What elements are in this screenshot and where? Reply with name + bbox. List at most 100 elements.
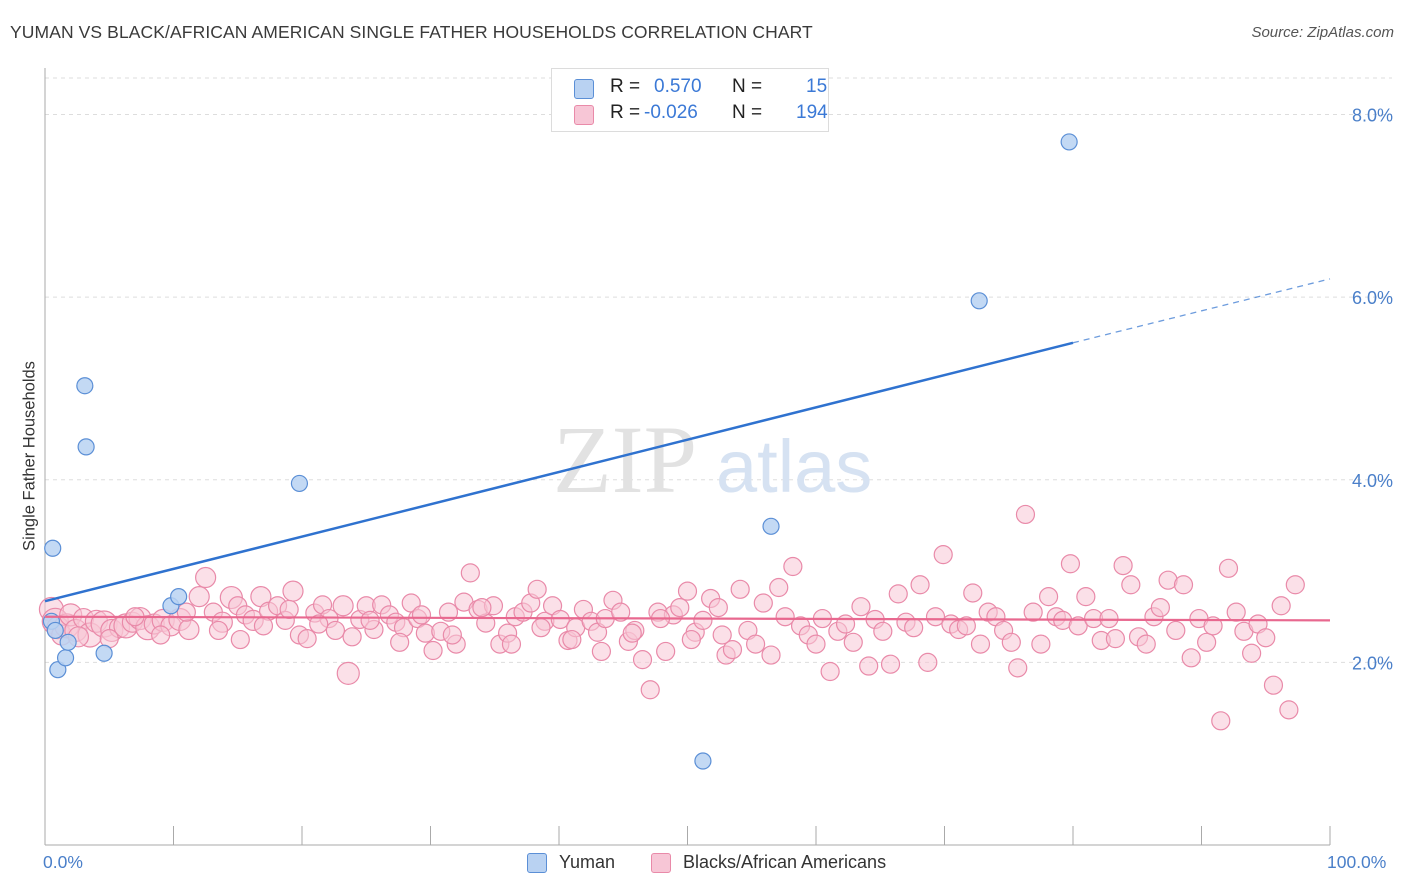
data-point-black	[1226, 602, 1246, 622]
data-point-black	[656, 641, 676, 662]
data-point-black	[336, 661, 360, 685]
trend-lines	[44, 278, 1331, 622]
data-point-yuman	[44, 539, 62, 557]
data-point-black	[708, 597, 728, 618]
data-point-black	[1181, 648, 1201, 668]
y-tick-label: 6.0%	[1352, 288, 1393, 308]
data-point-black	[761, 645, 781, 665]
data-point-black	[712, 625, 732, 645]
legend-swatch-yuman	[574, 79, 594, 99]
data-point-black	[888, 584, 908, 604]
data-point-yuman	[49, 661, 67, 679]
data-point-black	[342, 627, 362, 647]
data-point-black	[1271, 596, 1291, 616]
data-point-black	[835, 614, 856, 634]
data-point-black	[640, 680, 660, 700]
data-point-black	[1203, 616, 1223, 636]
data-point-black	[531, 618, 551, 638]
legend-r-label: R =	[610, 102, 641, 123]
data-point-black	[591, 641, 612, 662]
data-point-black	[1263, 675, 1284, 695]
watermark-atlas: atlas	[716, 425, 872, 508]
data-point-yuman	[76, 377, 94, 395]
data-point-black	[904, 618, 924, 638]
data-point-black	[956, 616, 976, 636]
data-point-black	[746, 634, 766, 654]
x-tick-label-max: 100.0%	[1327, 852, 1387, 872]
data-point-yuman	[970, 292, 988, 310]
bottom-legend-swatch-yuman	[527, 853, 547, 873]
data-point-black	[472, 597, 492, 618]
data-point-black	[282, 580, 304, 602]
data-point-black	[873, 621, 893, 641]
data-point-yuman	[1060, 133, 1078, 151]
data-point-black	[1023, 602, 1043, 622]
data-point-black	[806, 634, 826, 654]
legend-n-label: N =	[732, 102, 763, 123]
legend-n-value: 15	[806, 76, 828, 97]
data-point-black	[442, 625, 462, 645]
data-point-black	[460, 563, 480, 583]
data-point-black	[176, 602, 196, 622]
data-point-black	[501, 634, 522, 654]
y-tick-labels: 2.0% 4.0% 6.0% 8.0%	[1352, 106, 1393, 674]
data-point-yuman	[694, 752, 712, 770]
data-point-black	[297, 629, 317, 649]
data-point-black	[1031, 634, 1051, 654]
data-point-black	[1076, 587, 1096, 607]
data-point-black	[632, 650, 653, 670]
data-point-black	[820, 661, 840, 682]
data-point-yuman	[290, 474, 309, 493]
data-point-black	[1285, 575, 1305, 595]
data-point-black	[1015, 504, 1036, 525]
x-tick-label-min: 0.0%	[43, 852, 83, 872]
data-point-yuman	[59, 633, 77, 651]
data-point-black	[423, 640, 443, 661]
data-point-black	[195, 566, 217, 589]
grid-lines	[45, 77, 1392, 663]
series-yuman-points	[42, 133, 1078, 770]
data-point-black	[1150, 597, 1170, 618]
data-point-black	[918, 652, 938, 672]
correlation-legend: R = 0.570 N = 15 R = -0.026 N = 194	[551, 68, 829, 132]
data-point-black	[151, 625, 171, 645]
data-point-black	[730, 579, 750, 599]
trend-line-yuman	[44, 341, 1074, 603]
data-point-black	[933, 545, 953, 565]
data-point-yuman	[77, 438, 95, 456]
data-point-black	[910, 575, 930, 595]
data-point-yuman	[56, 649, 75, 667]
data-point-black	[677, 581, 698, 601]
trend-line-yuman-extension	[1072, 278, 1331, 344]
data-point-black	[332, 595, 354, 617]
legend-n-value: 194	[796, 102, 828, 123]
data-point-black	[208, 620, 229, 641]
data-point-black	[1113, 555, 1133, 576]
y-tick-label: 4.0%	[1352, 471, 1393, 491]
data-point-black	[360, 610, 380, 630]
y-tick-label: 2.0%	[1352, 653, 1393, 673]
bottom-legend-label-black: Blacks/African Americans	[683, 852, 887, 872]
data-point-black	[1211, 711, 1231, 731]
data-point-black	[1197, 632, 1217, 652]
data-point-black	[1256, 628, 1276, 648]
data-point-black	[550, 609, 570, 630]
data-point-black	[1008, 658, 1028, 678]
data-point-black	[753, 593, 773, 613]
data-point-black	[188, 586, 210, 608]
bottom-legend-swatch-black	[651, 853, 671, 873]
data-point-black	[859, 656, 879, 676]
data-point-yuman	[95, 644, 113, 662]
data-point-yuman	[170, 588, 188, 606]
watermark-zip: ZIP	[553, 406, 697, 513]
data-point-black	[622, 623, 642, 643]
data-point-black	[783, 556, 803, 577]
data-point-black	[1242, 643, 1262, 663]
data-point-black	[1166, 620, 1186, 641]
data-point-black	[1038, 587, 1059, 607]
legend-swatch-black	[574, 105, 594, 125]
data-point-black	[309, 614, 329, 634]
data-point-black	[693, 610, 713, 630]
data-point-black	[1099, 608, 1119, 629]
